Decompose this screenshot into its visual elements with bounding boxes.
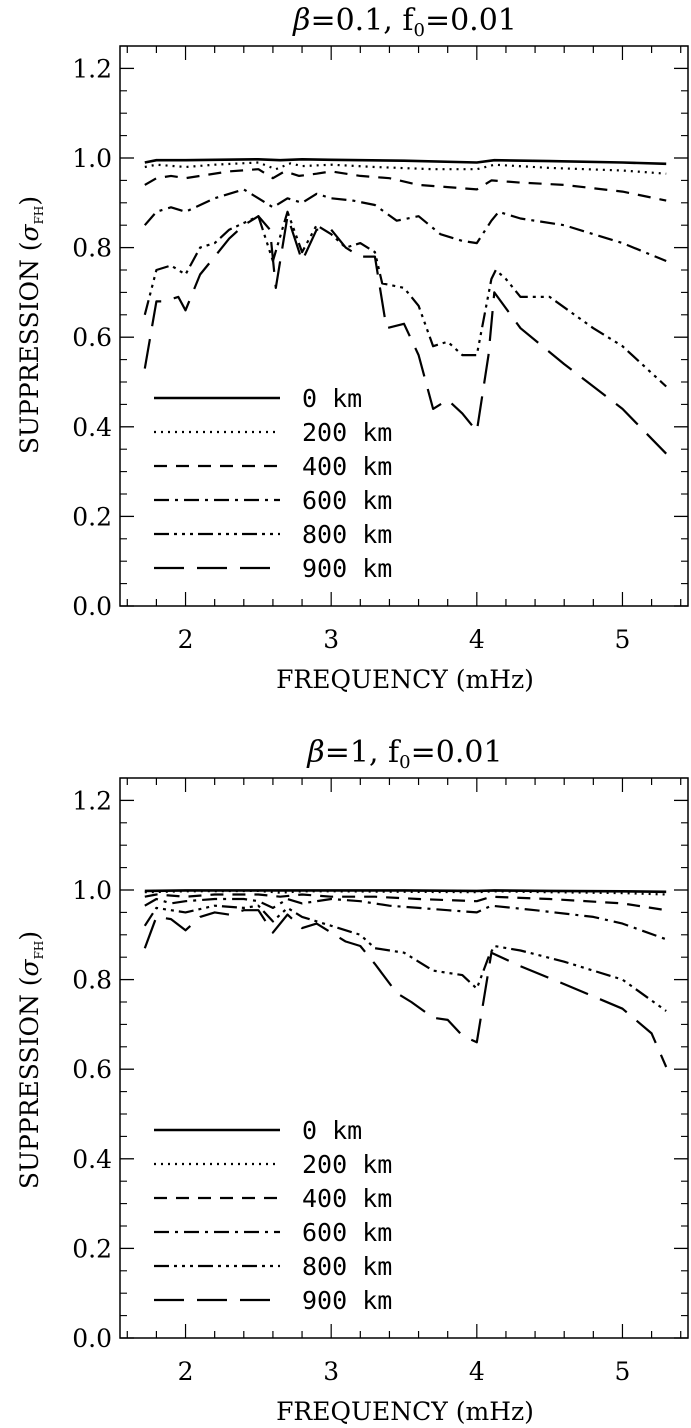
legend-label: 800 km (302, 520, 392, 549)
legend-label: 800 km (302, 1252, 392, 1281)
title-beta-symbol: β (306, 735, 324, 770)
title-mid: =0.1, f (310, 3, 415, 38)
series-line-900-km (143, 909, 668, 1068)
series-line-0-km (144, 158, 667, 166)
legend-label: 0 km (302, 1116, 362, 1145)
title-mid: =1, f (325, 735, 401, 770)
chart-title: β=1, f0=0.01 (306, 735, 502, 773)
svg-text:SUPPRESSION (σFH): SUPPRESSION (σFH) (15, 931, 46, 1189)
y-label-main: SUPPRESSION ( (15, 976, 44, 1189)
x-tick-label: 4 (469, 1357, 485, 1386)
series-line-600-km (144, 897, 667, 941)
x-tick-label: 3 (323, 625, 339, 654)
plot-frame (119, 45, 689, 607)
x-tick-label: 5 (615, 625, 631, 654)
y-label-main: SUPPRESSION ( (15, 241, 44, 454)
x-tick-label: 2 (178, 1357, 194, 1386)
series-line-800-km (143, 210, 667, 388)
chart-title: β=0.1, f0=0.01 (292, 3, 517, 41)
legend-label: 200 km (302, 418, 392, 447)
y-tick-label: 0.0 (72, 592, 112, 621)
x-tick-label: 4 (469, 625, 485, 654)
x-axis-label: FREQUENCY (mHz) (276, 1397, 534, 1426)
series-line-800-km (143, 904, 667, 1012)
series-line-400-km (144, 893, 667, 912)
title-tail: =0.01 (425, 3, 517, 38)
y-tick-label: 0.6 (72, 323, 112, 352)
y-label-sigma: σ (15, 223, 44, 241)
y-tick-label: 0.8 (72, 966, 112, 995)
y-label-subscript: FH (32, 206, 46, 225)
series-line-200-km (144, 161, 667, 175)
legend-label: 200 km (302, 1150, 392, 1179)
y-tick-label: 0.2 (72, 502, 112, 531)
y-tick-label: 0.0 (72, 1324, 112, 1353)
x-tick-label: 3 (323, 1357, 339, 1386)
legend-label: 600 km (302, 1218, 392, 1247)
y-tick-label: 1.2 (72, 786, 112, 815)
plot-frame (119, 777, 689, 1339)
title-beta-symbol: β (292, 3, 310, 38)
legend-label: 900 km (302, 1286, 392, 1315)
legend-label: 900 km (302, 554, 392, 583)
y-tick-label: 1.0 (72, 144, 112, 173)
y-label-sigma: σ (15, 958, 44, 976)
chart-panel-beta-1: β=1, f0=0.01 SUPPRESSION (σFH) FREQUENCY… (15, 735, 689, 1426)
series-line-900-km (143, 215, 667, 455)
x-tick-label: 5 (615, 1357, 631, 1386)
title-subscript: 0 (399, 752, 410, 773)
legend-label: 400 km (302, 452, 392, 481)
svg-text:SUPPRESSION (σFH): SUPPRESSION (σFH) (15, 196, 46, 454)
title-tail: =0.01 (411, 735, 503, 770)
y-axis-label: SUPPRESSION (σFH) (15, 196, 46, 454)
x-axis-label: FREQUENCY (mHz) (276, 665, 534, 694)
legend-label: 0 km (302, 384, 362, 413)
y-tick-label: 0.2 (72, 1234, 112, 1263)
series-line-400-km (144, 168, 667, 202)
series-line-600-km (143, 188, 667, 263)
y-tick-label: 1.0 (72, 876, 112, 905)
y-label-subscript: FH (32, 941, 46, 960)
chart-panel-beta-0-1: β=0.1, f0=0.01 SUPPRESSION (σFH) FREQUEN… (15, 3, 689, 694)
y-axis-label: SUPPRESSION (σFH) (15, 931, 46, 1189)
y-tick-label: 0.8 (72, 234, 112, 263)
y-tick-label: 0.4 (72, 1145, 112, 1174)
y-label-close: ) (15, 931, 44, 941)
legend-label: 400 km (302, 1184, 392, 1213)
y-label-close: ) (15, 196, 44, 206)
title-subscript: 0 (413, 20, 424, 41)
y-tick-label: 1.2 (72, 54, 112, 83)
x-tick-label: 2 (178, 625, 194, 654)
y-tick-label: 0.6 (72, 1055, 112, 1084)
y-tick-label: 0.4 (72, 413, 112, 442)
legend-label: 600 km (302, 486, 392, 515)
